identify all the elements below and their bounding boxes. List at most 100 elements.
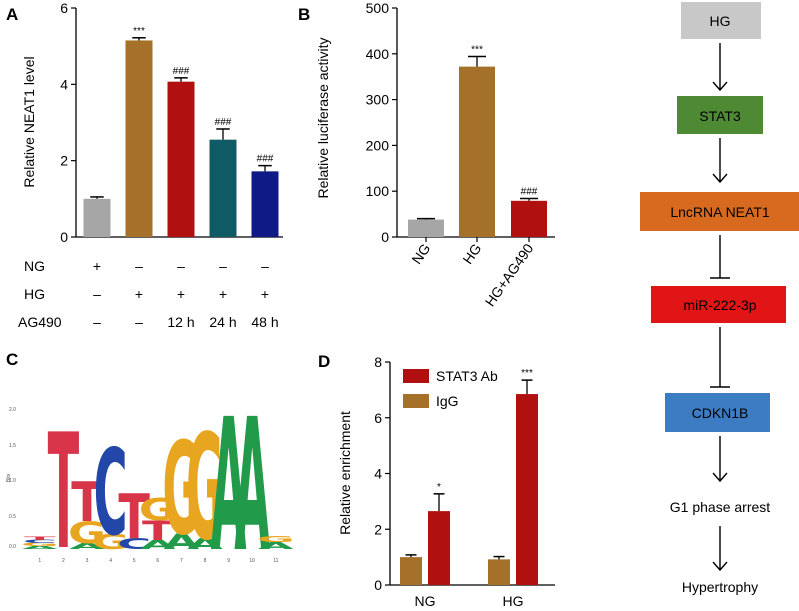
chart-b-x-tick-label: HG+AG490 xyxy=(482,240,537,309)
chart-d-significance-label: * xyxy=(437,482,441,493)
condition-cell: – xyxy=(177,258,185,274)
condition-cell: – xyxy=(219,258,227,274)
chart-b-y-tick-label: 300 xyxy=(366,92,390,108)
motif-letter-a: A xyxy=(22,545,59,550)
motif-position-label: 9 xyxy=(227,558,230,564)
flow-arrowhead xyxy=(712,81,728,92)
motif-position-label: 1 xyxy=(38,558,41,564)
chart-a-y-tick-label: 0 xyxy=(60,229,68,245)
motif-letter-a: A xyxy=(234,380,270,592)
flow-node-label: Hypertrophy xyxy=(682,579,758,595)
chart-a-y-tick-label: 2 xyxy=(60,153,68,169)
chart-d-legend-swatch xyxy=(403,369,429,383)
motif-y-tick-label: 0.5 xyxy=(9,514,16,520)
chart-d-y-tick-label: 4 xyxy=(374,466,382,482)
flow-arrowhead xyxy=(712,472,728,483)
chart-d-ylabel: Relative enrichment xyxy=(337,411,353,535)
panel-letter-a: A xyxy=(6,5,18,24)
chart-d-y-tick-label: 6 xyxy=(374,410,382,426)
chart-a-y-tick-label: 4 xyxy=(60,76,68,92)
motif-letter-c: C xyxy=(23,539,57,544)
condition-cell: 12 h xyxy=(167,314,194,330)
chart-a-y-tick-label: 6 xyxy=(60,0,68,16)
chart-a-ylabel: Relative NEAT1 level xyxy=(21,56,37,187)
flow-node-box xyxy=(651,286,786,323)
flow-node-label: HG xyxy=(710,13,731,29)
chart-d-x-tick-label: HG xyxy=(503,593,524,609)
chart-d-legend-label: IgG xyxy=(436,393,459,409)
flow-node-label: G1 phase arrest xyxy=(670,499,770,515)
condition-row-label: AG490 xyxy=(18,314,62,330)
chart-d-bar xyxy=(400,557,422,585)
motif-position-label: 10 xyxy=(249,558,255,564)
motif-letter-g: G xyxy=(92,531,130,554)
chart-d-y-tick-label: 0 xyxy=(374,577,382,593)
chart-a-bar xyxy=(125,40,153,237)
motif-position-label: 11 xyxy=(273,558,278,564)
chart-d-y-tick-label: 8 xyxy=(374,354,382,370)
condition-cell: + xyxy=(219,286,227,302)
flow-node-box xyxy=(665,393,770,432)
chart-d-legend-swatch xyxy=(403,394,429,408)
chart-a-bar xyxy=(209,139,237,237)
motif-position-label: 6 xyxy=(156,558,159,564)
motif-letter-t: T xyxy=(142,515,174,546)
motif-position-label: 7 xyxy=(180,558,183,564)
chart-d-bar xyxy=(488,559,510,585)
flow-arrowhead xyxy=(712,561,728,572)
motif-position-label: 8 xyxy=(204,558,207,564)
chart-b-significance-label: *** xyxy=(471,45,483,56)
condition-cell: – xyxy=(93,314,101,330)
panel-letter-d: D xyxy=(318,352,330,371)
pathway-diagram: HG STAT3 LncRNA NEAT1 miR-222-3p CDKN1B G1 ph… xyxy=(640,2,799,595)
chart-b-y-tick-label: 200 xyxy=(366,137,390,153)
chart-b-y-tick-label: 100 xyxy=(366,183,390,199)
flow-node-label: LncRNA NEAT1 xyxy=(670,204,770,220)
motif-letter-g: G xyxy=(139,493,177,528)
chart-d-bar xyxy=(428,511,450,585)
chart-a-bar xyxy=(167,81,195,237)
condition-cell: – xyxy=(135,314,143,330)
motif-position-label: 4 xyxy=(109,558,112,564)
condition-cell: + xyxy=(261,286,269,302)
flow-node-box xyxy=(681,2,761,39)
chart-d-significance-label: *** xyxy=(521,368,533,379)
chart-a-condition-table: NG + – – – – HG – + + + + AG490 – – 12 h 24 h 48 h xyxy=(18,258,279,330)
chart-d-bar xyxy=(516,394,538,585)
sequence-logo: Bits 2.01.51.00.50.0 AGCTTAGTGCCTATGAGAGA… xyxy=(6,380,295,592)
motif-y-tick-label: 0.0 xyxy=(9,544,16,550)
motif-letter-g: G xyxy=(186,405,224,573)
motif-letter-g: G xyxy=(68,516,106,550)
flow-node-box xyxy=(640,192,799,231)
motif-letter-a: A xyxy=(187,536,223,553)
motif-letter-a: A xyxy=(140,538,176,552)
chart-a: Relative NEAT1 level 0 2 4 6 *** ### ### ### xyxy=(21,0,283,245)
chart-d-x-tick-label: NG xyxy=(415,593,436,609)
chart-a-bar xyxy=(251,171,279,237)
motif-letter-t: T xyxy=(24,536,56,541)
motif-letter-t: T xyxy=(48,400,80,585)
chart-b: Relative luciferase activity 0 100 200 300 4… xyxy=(315,0,555,309)
condition-cell: – xyxy=(261,258,269,274)
chart-a-significance-label: ### xyxy=(173,66,190,77)
motif-ylabel: Bits xyxy=(6,473,12,482)
motif-letter-a: A xyxy=(211,380,247,592)
motif-letter-t: T xyxy=(118,482,150,553)
motif-position-label: 2 xyxy=(62,558,65,564)
motif-letter-c: C xyxy=(94,425,128,563)
panel-letter-b: B xyxy=(298,5,310,24)
motif-y-tick-label: 2.0 xyxy=(9,407,16,413)
chart-b-bar xyxy=(511,200,547,237)
motif-letter-a: A xyxy=(164,530,200,554)
chart-b-significance-label: ### xyxy=(521,187,538,198)
chart-b-x-tick-label: NG xyxy=(408,241,433,267)
motif-letter-a: A xyxy=(258,540,294,551)
motif-letter-a: A xyxy=(69,542,105,551)
condition-cell: – xyxy=(93,286,101,302)
flow-node-label: CDKN1B xyxy=(692,405,749,421)
motif-y-tick-label: 1.5 xyxy=(9,443,16,449)
chart-a-significance-label: ### xyxy=(257,154,274,165)
chart-a-significance-label: *** xyxy=(133,26,145,37)
condition-cell: + xyxy=(135,286,143,302)
